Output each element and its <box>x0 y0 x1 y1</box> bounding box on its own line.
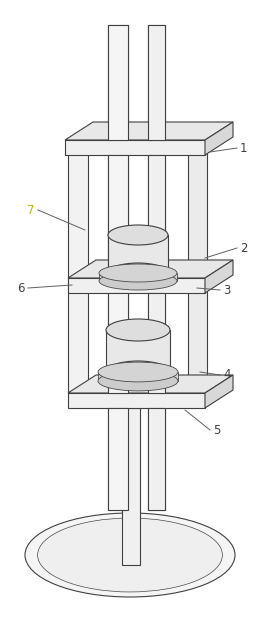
Ellipse shape <box>98 371 178 391</box>
Polygon shape <box>68 260 233 278</box>
Polygon shape <box>108 408 128 510</box>
Polygon shape <box>68 278 205 293</box>
Polygon shape <box>108 293 128 393</box>
Polygon shape <box>188 153 207 393</box>
Text: 2: 2 <box>240 241 248 254</box>
Ellipse shape <box>99 264 177 282</box>
Polygon shape <box>68 153 88 393</box>
Polygon shape <box>148 155 165 278</box>
Polygon shape <box>205 122 233 155</box>
Polygon shape <box>148 25 165 140</box>
Text: 5: 5 <box>213 424 220 437</box>
Polygon shape <box>68 393 205 408</box>
Polygon shape <box>148 25 165 510</box>
Polygon shape <box>108 25 128 140</box>
Polygon shape <box>148 408 165 510</box>
Text: 7: 7 <box>28 203 35 216</box>
Text: 1: 1 <box>240 141 248 154</box>
Text: 4: 4 <box>223 368 231 381</box>
Polygon shape <box>151 25 163 35</box>
Polygon shape <box>205 375 233 408</box>
Text: 6: 6 <box>18 282 25 294</box>
Ellipse shape <box>99 272 177 290</box>
Ellipse shape <box>25 513 235 597</box>
Ellipse shape <box>98 362 178 382</box>
Polygon shape <box>65 140 205 155</box>
Polygon shape <box>99 273 177 281</box>
Text: 3: 3 <box>223 284 230 297</box>
Polygon shape <box>112 25 124 37</box>
Polygon shape <box>122 408 140 565</box>
Ellipse shape <box>106 361 170 383</box>
Polygon shape <box>65 122 233 140</box>
Ellipse shape <box>38 518 222 592</box>
Polygon shape <box>205 260 233 293</box>
Polygon shape <box>106 330 170 372</box>
Polygon shape <box>148 293 165 393</box>
Ellipse shape <box>108 225 168 245</box>
Ellipse shape <box>108 263 168 283</box>
Ellipse shape <box>106 319 170 341</box>
Polygon shape <box>108 235 168 273</box>
Polygon shape <box>98 372 178 381</box>
Polygon shape <box>68 375 233 393</box>
Polygon shape <box>108 155 128 278</box>
Polygon shape <box>108 25 128 510</box>
